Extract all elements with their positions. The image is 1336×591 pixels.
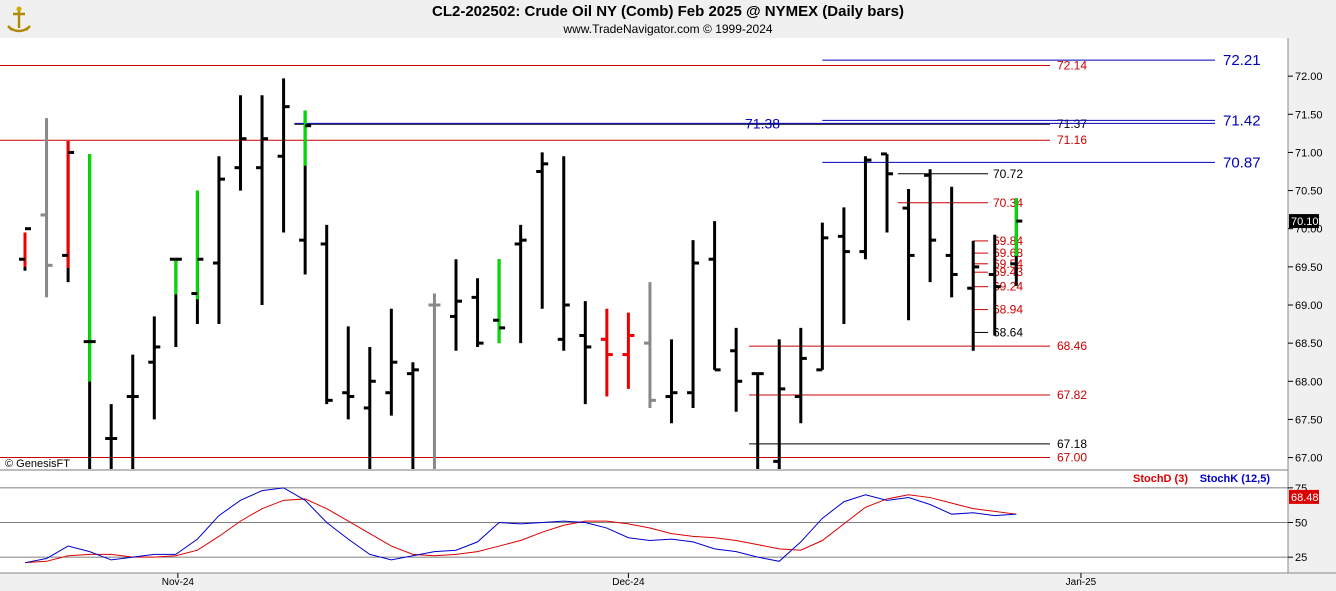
- level-label: 69.43: [993, 265, 1023, 279]
- copyright-label: © GenesisFT: [5, 458, 70, 470]
- stochastic-lines: [24, 487, 1017, 564]
- level-label: 72.21: [1223, 52, 1261, 69]
- level-label: 68.64: [993, 325, 1023, 339]
- level-label: 70.87: [1223, 154, 1261, 171]
- y-tick-label: 70.50: [1295, 186, 1323, 198]
- level-label: 68.94: [993, 303, 1023, 317]
- level-label: 72.14: [1057, 58, 1087, 72]
- level-label: 71.42: [1223, 112, 1261, 129]
- chart-header: CL2-202502: Crude Oil NY (Comb) Feb 2025…: [0, 0, 1336, 38]
- date-axis: Nov-24 Dec-24 Jan-25: [162, 573, 1097, 588]
- grid-lines: [0, 487, 1288, 558]
- price-pane: [0, 38, 1288, 469]
- level-lines: 72.1471.1671.3770.7270.3469.8469.6869.54…: [0, 52, 1261, 465]
- y-tick-label: 67.00: [1295, 453, 1323, 465]
- level-label: 67.00: [1057, 451, 1087, 465]
- last-price-label: 70.10: [1291, 216, 1319, 228]
- stoch-tick-label: 50: [1295, 518, 1307, 530]
- stoch-tick-label: 25: [1295, 552, 1307, 564]
- y-tick-label: 71.00: [1295, 147, 1323, 159]
- level-label: 70.72: [993, 167, 1023, 181]
- y-tick-label: 68.00: [1295, 376, 1323, 388]
- y-tick-label: 69.00: [1295, 300, 1323, 312]
- y-tick-label: 67.50: [1295, 414, 1323, 426]
- x-tick-label: Jan-25: [1066, 577, 1097, 588]
- stoch-series-line: [24, 487, 1017, 564]
- stochk-legend: StochK (12,5): [1200, 473, 1271, 485]
- level-label: 71.16: [1057, 133, 1087, 147]
- level-label: 68.46: [1057, 339, 1087, 353]
- price-axis: 72.0071.5071.0070.5070.0069.5069.0068.50…: [1288, 71, 1323, 465]
- price-bars: [19, 78, 1023, 469]
- x-tick-label: Dec-24: [612, 577, 645, 588]
- stoch-pane: [0, 471, 1288, 573]
- genesis-logo-icon: [4, 4, 34, 34]
- stoch-last-label: 68.48: [1291, 492, 1319, 504]
- chart-title: CL2-202502: Crude Oil NY (Comb) Feb 2025…: [432, 3, 904, 20]
- stoch-series-line: [24, 494, 1017, 564]
- level-label: 67.82: [1057, 388, 1087, 402]
- level-label: 71.38: [745, 115, 780, 131]
- chart-subtitle: www.TradeNavigator.com © 1999-2024: [563, 22, 773, 36]
- stochd-legend: StochD (3): [1133, 473, 1188, 485]
- x-tick-label: Nov-24: [162, 577, 195, 588]
- y-tick-label: 72.00: [1295, 71, 1323, 83]
- y-tick-label: 69.50: [1295, 262, 1323, 274]
- y-tick-label: 71.50: [1295, 109, 1323, 121]
- stoch-last-badge: [1289, 489, 1319, 504]
- last-price-badge: [1289, 214, 1319, 229]
- level-label: 67.18: [1057, 437, 1087, 451]
- level-label: 71.37: [1057, 117, 1087, 131]
- level-label: 70.34: [993, 196, 1023, 210]
- y-tick-label: 68.50: [1295, 338, 1323, 350]
